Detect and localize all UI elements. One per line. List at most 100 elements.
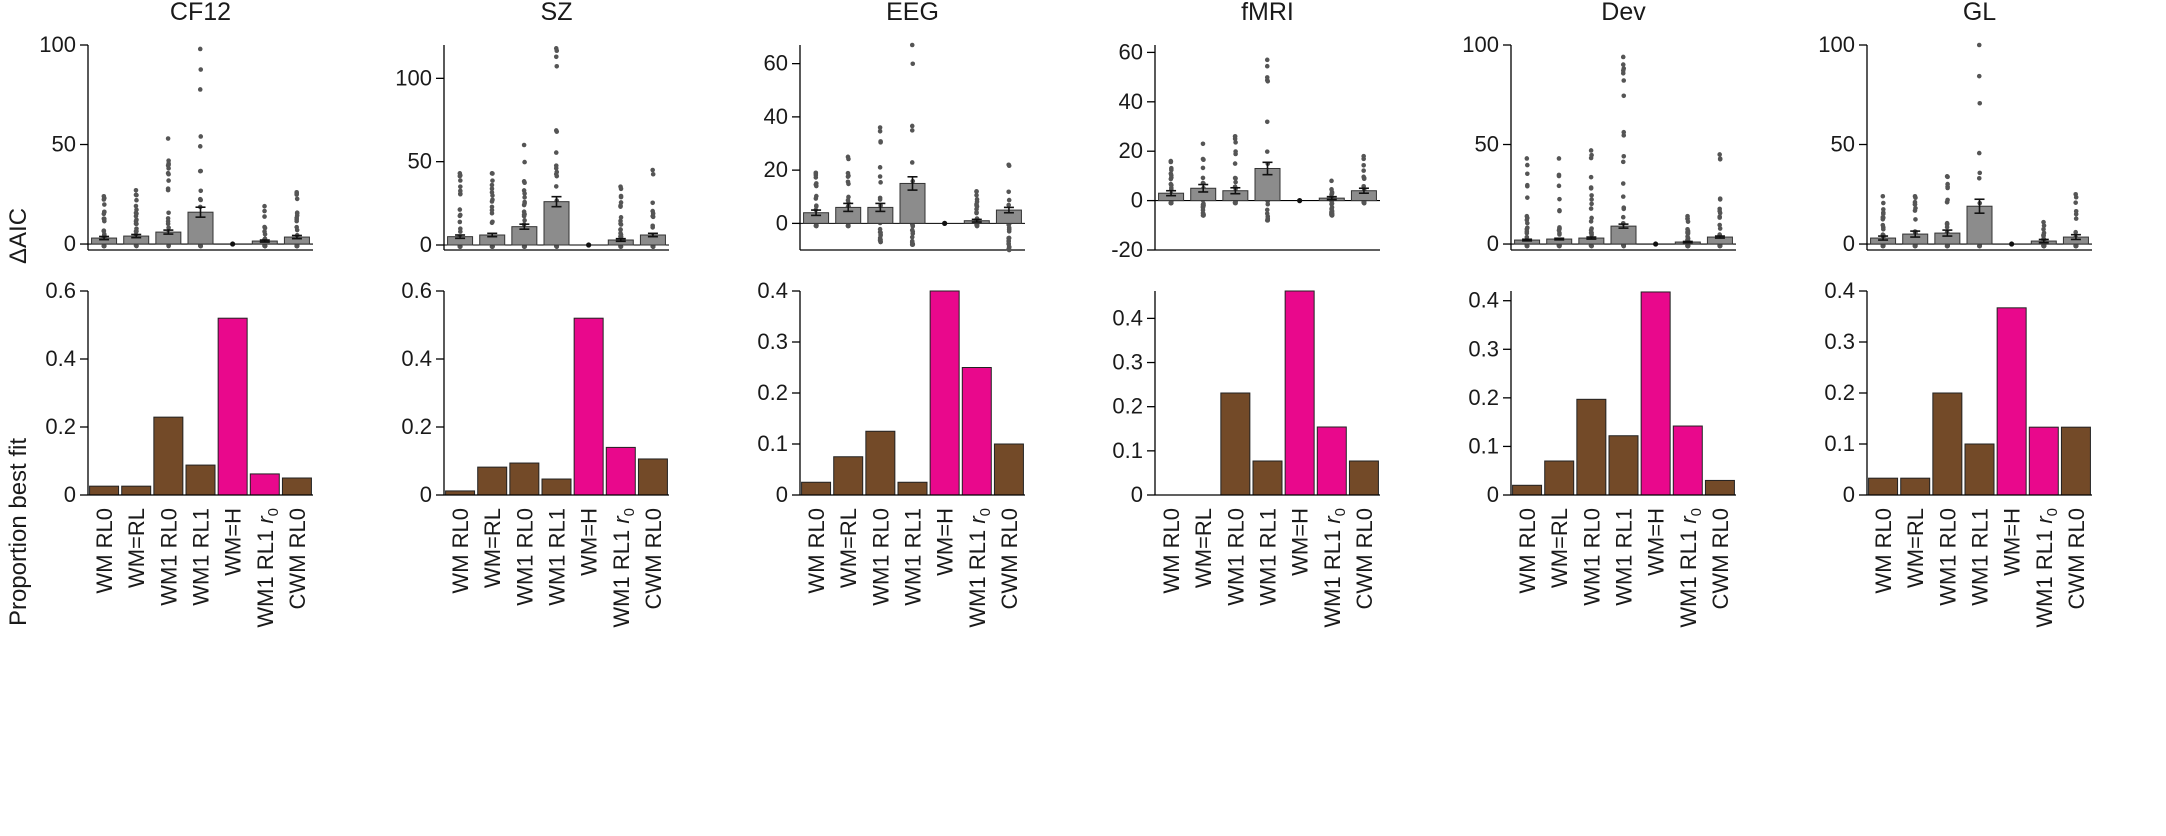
aic-subject-point [1944,220,1950,226]
aic-subject-point [198,134,204,139]
aic-subject-point [1881,211,1886,217]
aic-subject-point [845,174,851,179]
aic-subject-point [909,123,915,129]
best-fit-bar [1316,426,1347,496]
category-label: CWM RL0 [997,508,1022,609]
aic-subject-point [522,159,527,165]
aic-subject-point [1588,185,1594,190]
aic-subject-point [2073,200,2078,205]
aic-subject-point [1588,243,1594,249]
aic-subject-point [490,219,495,225]
category-label: WM1 RL0 [1223,508,1248,606]
category-label: WM RL0 [448,508,473,594]
aic-subject-point [1361,175,1367,181]
best-fit-bar [1252,460,1283,496]
panel-title: fMRI [1241,0,1294,26]
best-y-tick-label: 0.4 [1468,288,1499,313]
aic-subject-point [101,243,107,249]
aic-subject-point [198,67,204,72]
category-label: CWM RL0 [1352,508,1377,609]
aic-subject-point [165,136,171,141]
aic-subject-point [1717,156,1723,162]
aic-subject-point [198,188,204,194]
category-label: CWM RL0 [1708,508,1733,609]
aic-subject-point [1912,202,1918,207]
aic-subject-point [1200,202,1206,208]
aic-subject-point [1556,156,1562,161]
aic-subject-point [490,171,495,176]
aic-subject-point [1525,182,1530,188]
aic-subject-point [1168,159,1174,164]
category-label: WM=RL [124,508,149,588]
aic-subject-point [458,212,463,218]
aic-subject-point [1976,150,1982,156]
aic-subject-point [1006,238,1011,244]
aic-subject-point [294,227,300,233]
aic-subject-point [1588,230,1594,236]
aic-subject-point [1621,154,1627,159]
aic-subject-point [813,171,819,176]
aic-y-tick-label: 60 [1119,39,1143,64]
aic-subject-point [1881,207,1886,212]
aic-subject-point [1264,57,1270,63]
best-y-tick-label: 0.4 [1112,305,1143,330]
aic-subject-point [1717,222,1722,228]
aic-y-tick-label: 40 [1119,89,1143,114]
aic-subject-point [1006,202,1011,208]
delta-aic-axis-label: ΔAIC [5,208,32,264]
aic-subject-point [1977,170,1983,176]
aic-subject-point [101,228,107,234]
aic-subject-point [294,215,299,221]
best-y-tick-label: 0.1 [1112,438,1143,463]
aic-subject-point [1945,174,1950,180]
aic-subject-point [1200,141,1206,147]
aic-subject-point [974,189,979,194]
aic-subject-point [1588,174,1594,180]
aic-subject-point [133,187,139,193]
aic-subject-point [197,87,203,92]
aic-subject-point [1233,179,1238,185]
aic-subject-point [1685,219,1691,224]
aic-subject-point [2041,226,2046,232]
best-y-tick-label: 0.1 [1468,433,1499,458]
category-label: WM1 RL1 r0 [253,508,282,628]
aic-y-tick-label: 50 [1475,132,1499,157]
aic-subject-point [1685,215,1690,221]
best-fit-bar [89,485,120,496]
aic-y-tick-label: 100 [39,32,76,57]
aic-subject-point [1232,136,1238,142]
best-fit-bar [1608,435,1639,496]
aic-subject-point [618,227,623,232]
aic-subject-point [1620,159,1626,165]
aic-subject-point [166,210,171,216]
aic-subject-point [262,243,268,249]
best-fit-bar [1704,479,1735,496]
aic-subject-point [650,214,656,220]
aic-subject-point [294,210,300,216]
aic-subject-point [1361,200,1366,205]
aic-subject-point [909,160,915,165]
best-fit-bar [1932,392,1963,496]
aic-subject-point [618,193,624,199]
aic-subject-point [1621,243,1627,249]
category-label: WM1 RL1 r0 [965,508,994,628]
aic-subject-point [1233,176,1238,181]
aic-subject-point [134,221,139,227]
aic-subject-point [521,142,527,148]
aic-mean-bar [543,201,570,246]
aic-subject-point [1233,140,1238,145]
best-fit-bar [1576,398,1607,496]
aic-subject-point [618,232,624,238]
aic-y-tick-label: 100 [1462,32,1499,57]
best-y-tick-label: 0.2 [1468,385,1499,410]
aic-subject-point [554,63,560,69]
aic-subject-point [1264,75,1270,80]
aic-subject-point [845,198,851,203]
aic-subject-point [133,210,139,216]
aic-subject-point [1557,225,1562,230]
aic-subject-point [1169,173,1174,178]
category-label: WM=H [2000,508,2025,576]
aic-subject-point [165,163,171,168]
best-fit-subplot: 0 0.1 0.2 0.3 0.4 WM RL0 WM=RL WM1 RL0 WM1 RL1 WM… [1824,278,2092,628]
best-fit-bar [1900,477,1931,496]
